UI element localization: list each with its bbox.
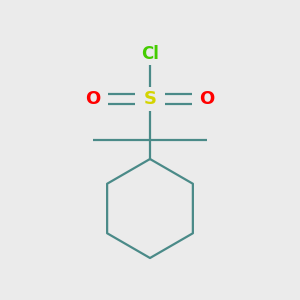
Text: O: O bbox=[200, 90, 214, 108]
Text: S: S bbox=[143, 90, 157, 108]
Text: O: O bbox=[85, 90, 100, 108]
Text: Cl: Cl bbox=[141, 45, 159, 63]
